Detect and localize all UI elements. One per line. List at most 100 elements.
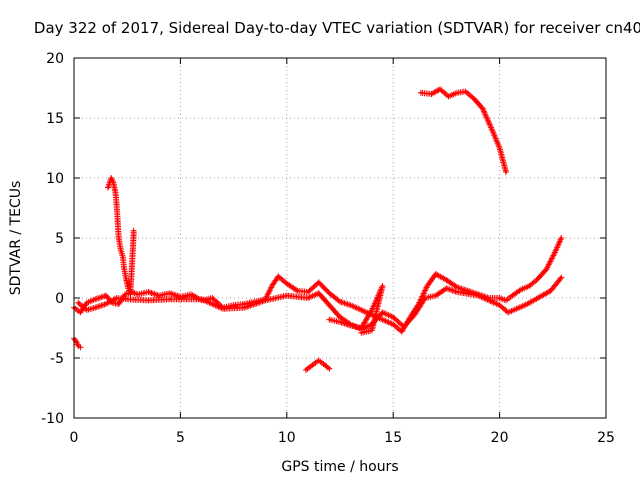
data-point	[553, 251, 557, 254]
data-point	[200, 298, 203, 301]
data-point	[317, 359, 320, 362]
series-cluster-13h-15h	[326, 283, 386, 336]
data-point	[464, 90, 467, 93]
data-point	[85, 308, 89, 312]
data-point	[349, 304, 352, 307]
series-arc-high	[417, 86, 509, 175]
data-point	[296, 289, 299, 292]
data-point	[434, 294, 437, 297]
data-point	[136, 293, 139, 296]
data-point	[504, 170, 508, 174]
x-tick-label: 10	[278, 430, 296, 446]
data-point	[360, 326, 363, 330]
data-point	[489, 126, 493, 129]
data-point	[79, 346, 82, 349]
data-point	[115, 296, 118, 300]
data-point	[349, 324, 352, 327]
y-tick-label: -10	[41, 411, 64, 427]
data-point	[94, 298, 97, 301]
data-point	[115, 203, 118, 206]
data-point	[506, 311, 510, 314]
data-point	[94, 306, 97, 309]
data-point	[126, 298, 129, 301]
grid	[74, 58, 606, 418]
data-point	[560, 236, 563, 240]
data-point	[127, 287, 130, 290]
data-point	[243, 302, 246, 306]
y-tick-label: -5	[50, 351, 64, 367]
data-point	[511, 294, 514, 297]
data-point	[132, 229, 135, 232]
data-point	[381, 284, 384, 288]
data-point	[434, 272, 437, 276]
data-point	[445, 287, 448, 290]
data-point	[455, 91, 459, 95]
x-tick-label: 25	[597, 430, 615, 446]
series-main-track	[71, 235, 565, 335]
data-point	[74, 340, 78, 343]
data-point	[381, 318, 384, 321]
data-point	[455, 290, 459, 294]
data-point	[360, 331, 363, 334]
data-point	[104, 302, 108, 306]
data-point	[430, 92, 433, 96]
data-point	[328, 304, 331, 307]
data-point	[328, 292, 331, 295]
data-point	[106, 186, 110, 189]
data-point	[400, 330, 403, 333]
data-point	[121, 256, 125, 259]
data-point	[285, 294, 288, 297]
data-point	[168, 298, 171, 301]
data-point	[328, 318, 331, 321]
data-point	[221, 307, 225, 310]
data-point	[536, 296, 540, 300]
data-point	[526, 302, 529, 306]
data-point	[445, 278, 448, 282]
data-point	[504, 299, 508, 302]
data-point	[560, 276, 563, 279]
data-point	[104, 294, 108, 297]
data-point	[426, 284, 429, 288]
data-point	[323, 364, 327, 367]
x-tick-label: 0	[70, 430, 79, 446]
chart-title: Day 322 of 2017, Sidereal Day-to-day VTE…	[34, 19, 640, 37]
x-tick-label: 15	[384, 430, 402, 446]
data-point	[549, 289, 552, 292]
y-tick-label: 20	[46, 51, 64, 67]
data-point	[392, 323, 395, 326]
data-point	[338, 316, 342, 319]
data-point	[536, 277, 540, 280]
series-spike-near-2h	[105, 175, 137, 298]
series-start-dip	[71, 335, 84, 351]
data-point	[519, 288, 523, 291]
axes: 0 5 10 15 20 25 -10 -5 0 5 10 15 20	[41, 51, 615, 446]
data-point	[147, 290, 150, 294]
data-point	[112, 181, 115, 184]
data-point	[515, 307, 518, 310]
data-point	[119, 248, 123, 252]
data-point	[528, 284, 531, 288]
data-point	[117, 302, 120, 306]
data-point	[419, 91, 423, 95]
plot-frame	[73, 57, 607, 419]
data-point	[402, 325, 405, 328]
data-point	[211, 296, 214, 300]
x-tick-label: 5	[176, 430, 185, 446]
data-point	[338, 320, 342, 324]
data-point	[477, 294, 480, 297]
x-axis-label: GPS time / hours	[281, 459, 398, 475]
data-point	[306, 290, 310, 294]
data-point	[129, 293, 132, 296]
data-point	[423, 296, 427, 300]
data-point	[157, 294, 161, 297]
series-layer	[71, 86, 565, 373]
data-point	[370, 308, 374, 312]
data-point	[124, 277, 128, 280]
data-point	[311, 364, 314, 367]
data-point	[377, 294, 380, 297]
data-point	[338, 300, 342, 303]
data-point	[498, 296, 501, 300]
y-tick-label: 10	[46, 171, 64, 187]
